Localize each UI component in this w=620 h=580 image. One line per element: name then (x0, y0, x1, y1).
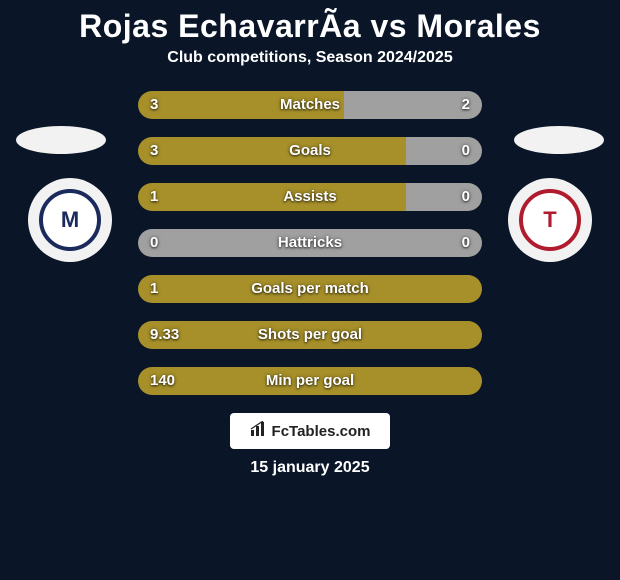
bar-label: Hattricks (138, 229, 482, 257)
bar-row: 30Goals (138, 137, 482, 165)
bar-label: Goals per match (138, 275, 482, 303)
bar-label: Goals (138, 137, 482, 165)
bar-label: Matches (138, 91, 482, 119)
crest-right-inner: T (519, 189, 581, 251)
crest-right: T (508, 178, 592, 262)
branding-text: FcTables.com (272, 423, 371, 440)
bar-row: 1Goals per match (138, 275, 482, 303)
crest-left: M (28, 178, 112, 262)
bar-row: 32Matches (138, 91, 482, 119)
crest-right-letter: T (543, 207, 556, 233)
page-subtitle: Club competitions, Season 2024/2025 (0, 49, 620, 67)
bar-row: 00Hattricks (138, 229, 482, 257)
crest-left-inner: M (39, 189, 101, 251)
bar-label: Shots per goal (138, 321, 482, 349)
comparison-bars: 32Matches 30Goals 10Assists 00Hattricks 1Goa… (138, 91, 482, 395)
flag-right-icon (514, 126, 604, 154)
chart-icon (250, 421, 268, 441)
comparison-card: Rojas EchavarrÃa vs Morales Club competi… (0, 0, 620, 580)
bar-label: Assists (138, 183, 482, 211)
bar-row: 9.33Shots per goal (138, 321, 482, 349)
date-text: 15 january 2025 (0, 459, 620, 477)
crest-left-letter: M (61, 207, 79, 233)
bar-row: 140Min per goal (138, 367, 482, 395)
page-title: Rojas EchavarrÃa vs Morales (0, 8, 620, 45)
branding-badge: FcTables.com (230, 413, 390, 449)
bar-row: 10Assists (138, 183, 482, 211)
flag-left-icon (16, 126, 106, 154)
bar-label: Min per goal (138, 367, 482, 395)
